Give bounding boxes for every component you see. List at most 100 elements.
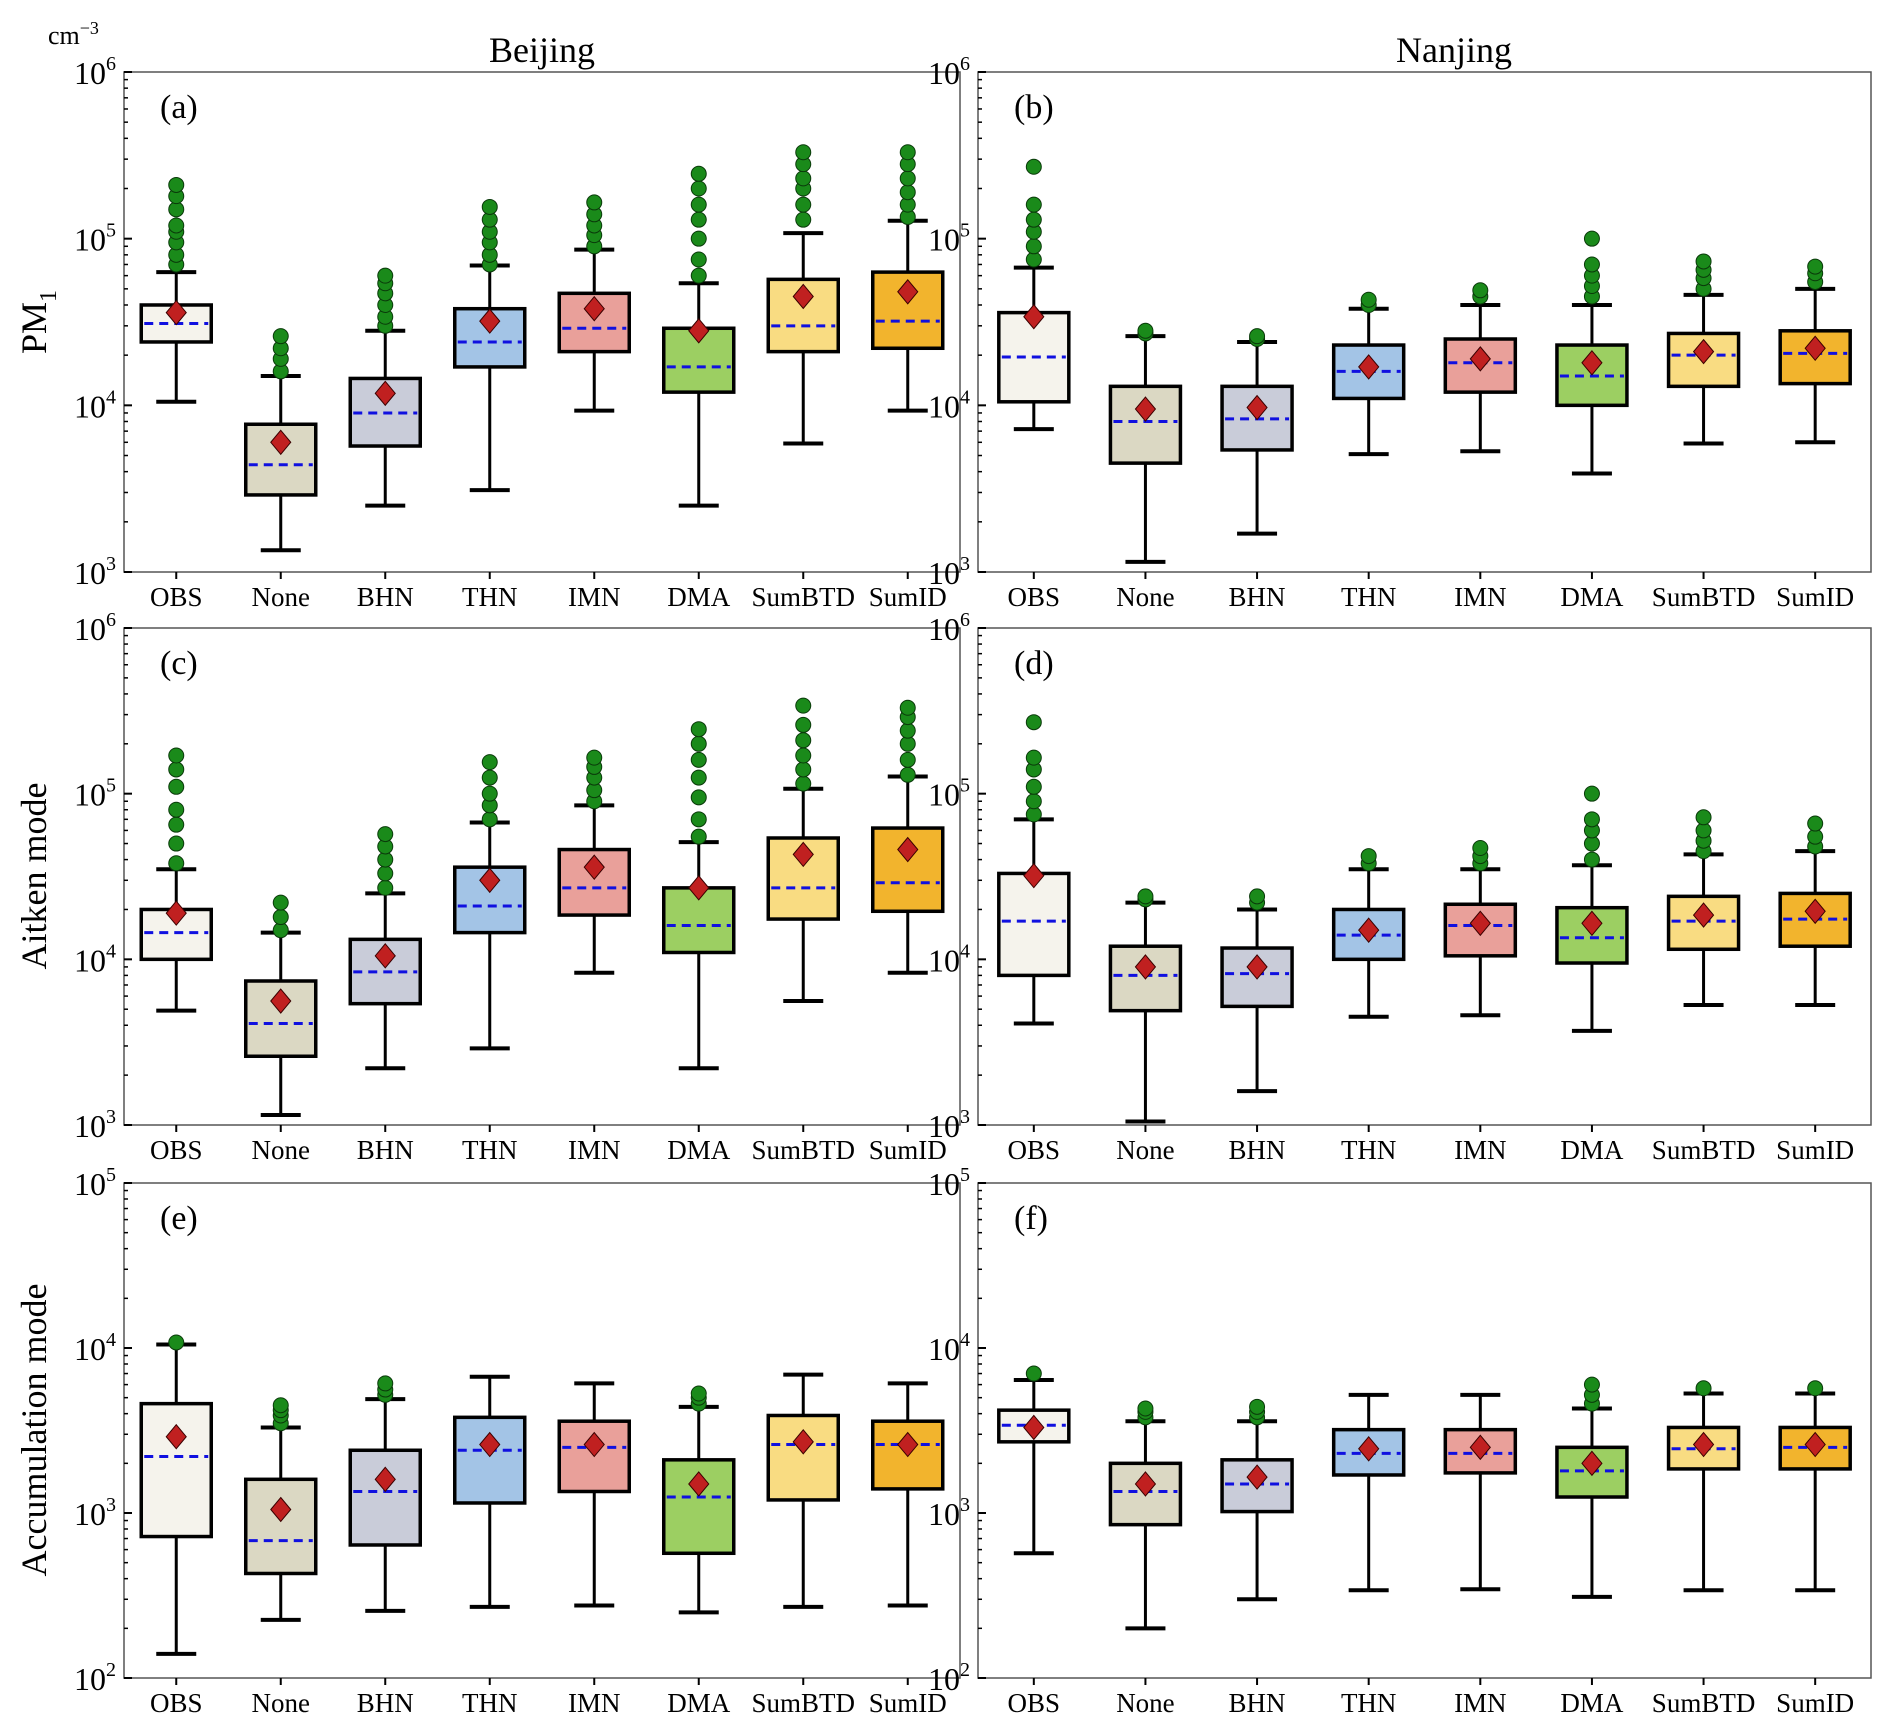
y-tick-label: 104 (928, 386, 970, 424)
x-tick-label: SumBTD (1652, 1688, 1756, 1718)
outlier-point (377, 826, 394, 843)
outlier-point (690, 721, 707, 738)
mean-marker (1692, 1431, 1715, 1458)
mean-marker (270, 1496, 292, 1523)
mean-marker (1804, 335, 1826, 362)
outlier-point (795, 716, 812, 733)
y-tick-label: 106 (928, 53, 970, 91)
outlier-point (377, 267, 394, 284)
outlier-point (1583, 851, 1600, 868)
mean-marker (792, 283, 814, 310)
outlier-point (1583, 785, 1600, 802)
box-none (1108, 384, 1183, 465)
x-tick-label: IMN (1454, 1688, 1507, 1718)
outlier-point (795, 775, 812, 792)
mean-marker (1134, 396, 1157, 422)
panel-label: (a) (160, 89, 198, 126)
outlier-point (168, 778, 185, 795)
outlier-point (586, 749, 603, 766)
outlier-point (377, 865, 394, 882)
outlier-point (690, 196, 707, 213)
outlier-point (1695, 1380, 1712, 1397)
outlier-point (1249, 328, 1266, 345)
x-tick-label: BHN (357, 1688, 414, 1718)
x-tick-label: SumID (1776, 582, 1854, 612)
plot-area (977, 627, 1872, 1126)
y-tick-label: 103 (928, 1106, 970, 1144)
x-tick-label: OBS (150, 1688, 203, 1718)
mean-marker (1581, 1450, 1603, 1477)
outlier-point (272, 328, 289, 345)
box-obs (997, 871, 1071, 978)
row-label-aitken: Aitken mode (14, 783, 54, 970)
y-tick-label: 105 (74, 1164, 116, 1202)
x-tick-label: THN (1341, 1135, 1397, 1165)
outlier-point (168, 801, 185, 818)
y-tick-label: 102 (74, 1659, 116, 1697)
mean-marker (1023, 862, 1045, 889)
x-tick-label: SumBTD (751, 1135, 855, 1165)
mean-marker (688, 1471, 710, 1497)
row-label-accumulation: Accumulation mode (14, 1284, 54, 1577)
outlier-point (690, 267, 707, 284)
panel-d: 103 104 105 106 (d) OBS None BHN THN IMN DMA SumBTD… (928, 609, 1872, 1165)
x-tick-label: SumBTD (1652, 1135, 1756, 1165)
panel-c: 103 104 105 106 (c) OBS None BHN THN IMN DMA SumBTD… (74, 609, 961, 1165)
outlier-point (272, 909, 289, 926)
y-tick-label: 104 (74, 940, 116, 978)
x-tick-label: None (1116, 1135, 1174, 1165)
outlier-point (1249, 888, 1266, 905)
y-tick-label: 105 (928, 1164, 970, 1202)
mean-marker (897, 1431, 919, 1458)
x-tick-label: OBS (150, 582, 203, 612)
outlier-point (168, 217, 185, 234)
outlier-point (272, 894, 289, 911)
x-tick-label: OBS (150, 1135, 203, 1165)
outlier-point (168, 1334, 185, 1351)
mean-marker (1246, 954, 1268, 980)
mean-marker (688, 875, 710, 901)
outlier-point (1025, 196, 1042, 213)
x-tick-label: DMA (1560, 1688, 1624, 1718)
outlier-point (795, 196, 812, 213)
outlier-point (481, 754, 498, 771)
mean-marker (1134, 1471, 1157, 1497)
outlier-point (1360, 848, 1377, 865)
box-bhn (348, 1448, 422, 1547)
panel-e: 102 103 104 105 (e) OBS None BHN THN IMN DMA SumBTD… (74, 1164, 961, 1718)
panel-label: (d) (1014, 645, 1054, 682)
mean-marker (1023, 1414, 1045, 1441)
outlier-point (795, 211, 812, 228)
mean-marker (1246, 394, 1268, 421)
outlier-point (168, 747, 185, 764)
mean-marker (374, 943, 396, 969)
x-tick-label: DMA (667, 582, 731, 612)
mean-marker (1469, 1434, 1491, 1461)
mean-marker (479, 308, 501, 334)
outlier-point (1583, 1376, 1600, 1393)
column-title-nanjing: Nanjing (1396, 30, 1512, 70)
x-tick-label: SumBTD (751, 582, 855, 612)
outlier-point (1025, 793, 1042, 810)
outlier-point (272, 1397, 289, 1414)
outlier-point (690, 735, 707, 752)
outlier-point (1807, 815, 1824, 832)
outlier-point (168, 176, 185, 193)
outlier-point (1583, 230, 1600, 247)
outlier-point (795, 761, 812, 778)
row-label-pm1: PM1 (14, 290, 62, 354)
outlier-point (377, 879, 394, 896)
y-tick-label: 105 (928, 220, 970, 258)
panel-label: (e) (160, 1200, 198, 1237)
x-tick-label: None (1116, 1688, 1174, 1718)
panel-label: (c) (160, 645, 198, 682)
x-tick-label: THN (462, 1135, 518, 1165)
x-tick-label: SumID (869, 1688, 947, 1718)
outlier-point (1695, 809, 1712, 826)
x-tick-label: IMN (568, 1688, 621, 1718)
mean-marker (270, 988, 292, 1014)
panel-label: (f) (1014, 1200, 1048, 1237)
outlier-point (1025, 211, 1042, 228)
box-obs (139, 1401, 213, 1539)
panel-f: 102 103 104 105 (f) OBS None BHN THN IMN DMA SumBTD… (928, 1164, 1872, 1718)
